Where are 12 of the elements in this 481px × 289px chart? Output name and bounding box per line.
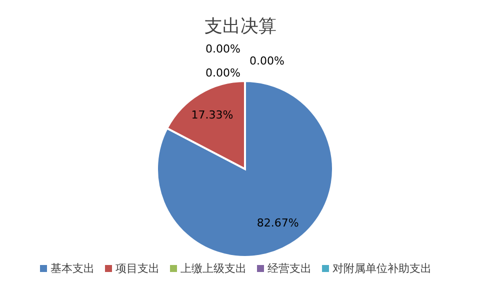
legend-label: 对附属单位补助支出 [332, 262, 432, 275]
chart-title: 支出决算 [204, 15, 278, 38]
data-label: 17.33% [191, 108, 234, 122]
pie-slice [156, 80, 334, 258]
legend-label: 上缴上级支出 [180, 262, 246, 275]
legend-label: 项目支出 [116, 262, 160, 275]
text: 0.00% [250, 54, 284, 68]
text: 0.00% [206, 66, 240, 80]
legend-label: 基本支出 [50, 262, 94, 275]
legend-label: 经营支出 [268, 262, 312, 275]
data-label: 82.67% [256, 216, 299, 230]
text: 0.00% [206, 42, 240, 56]
